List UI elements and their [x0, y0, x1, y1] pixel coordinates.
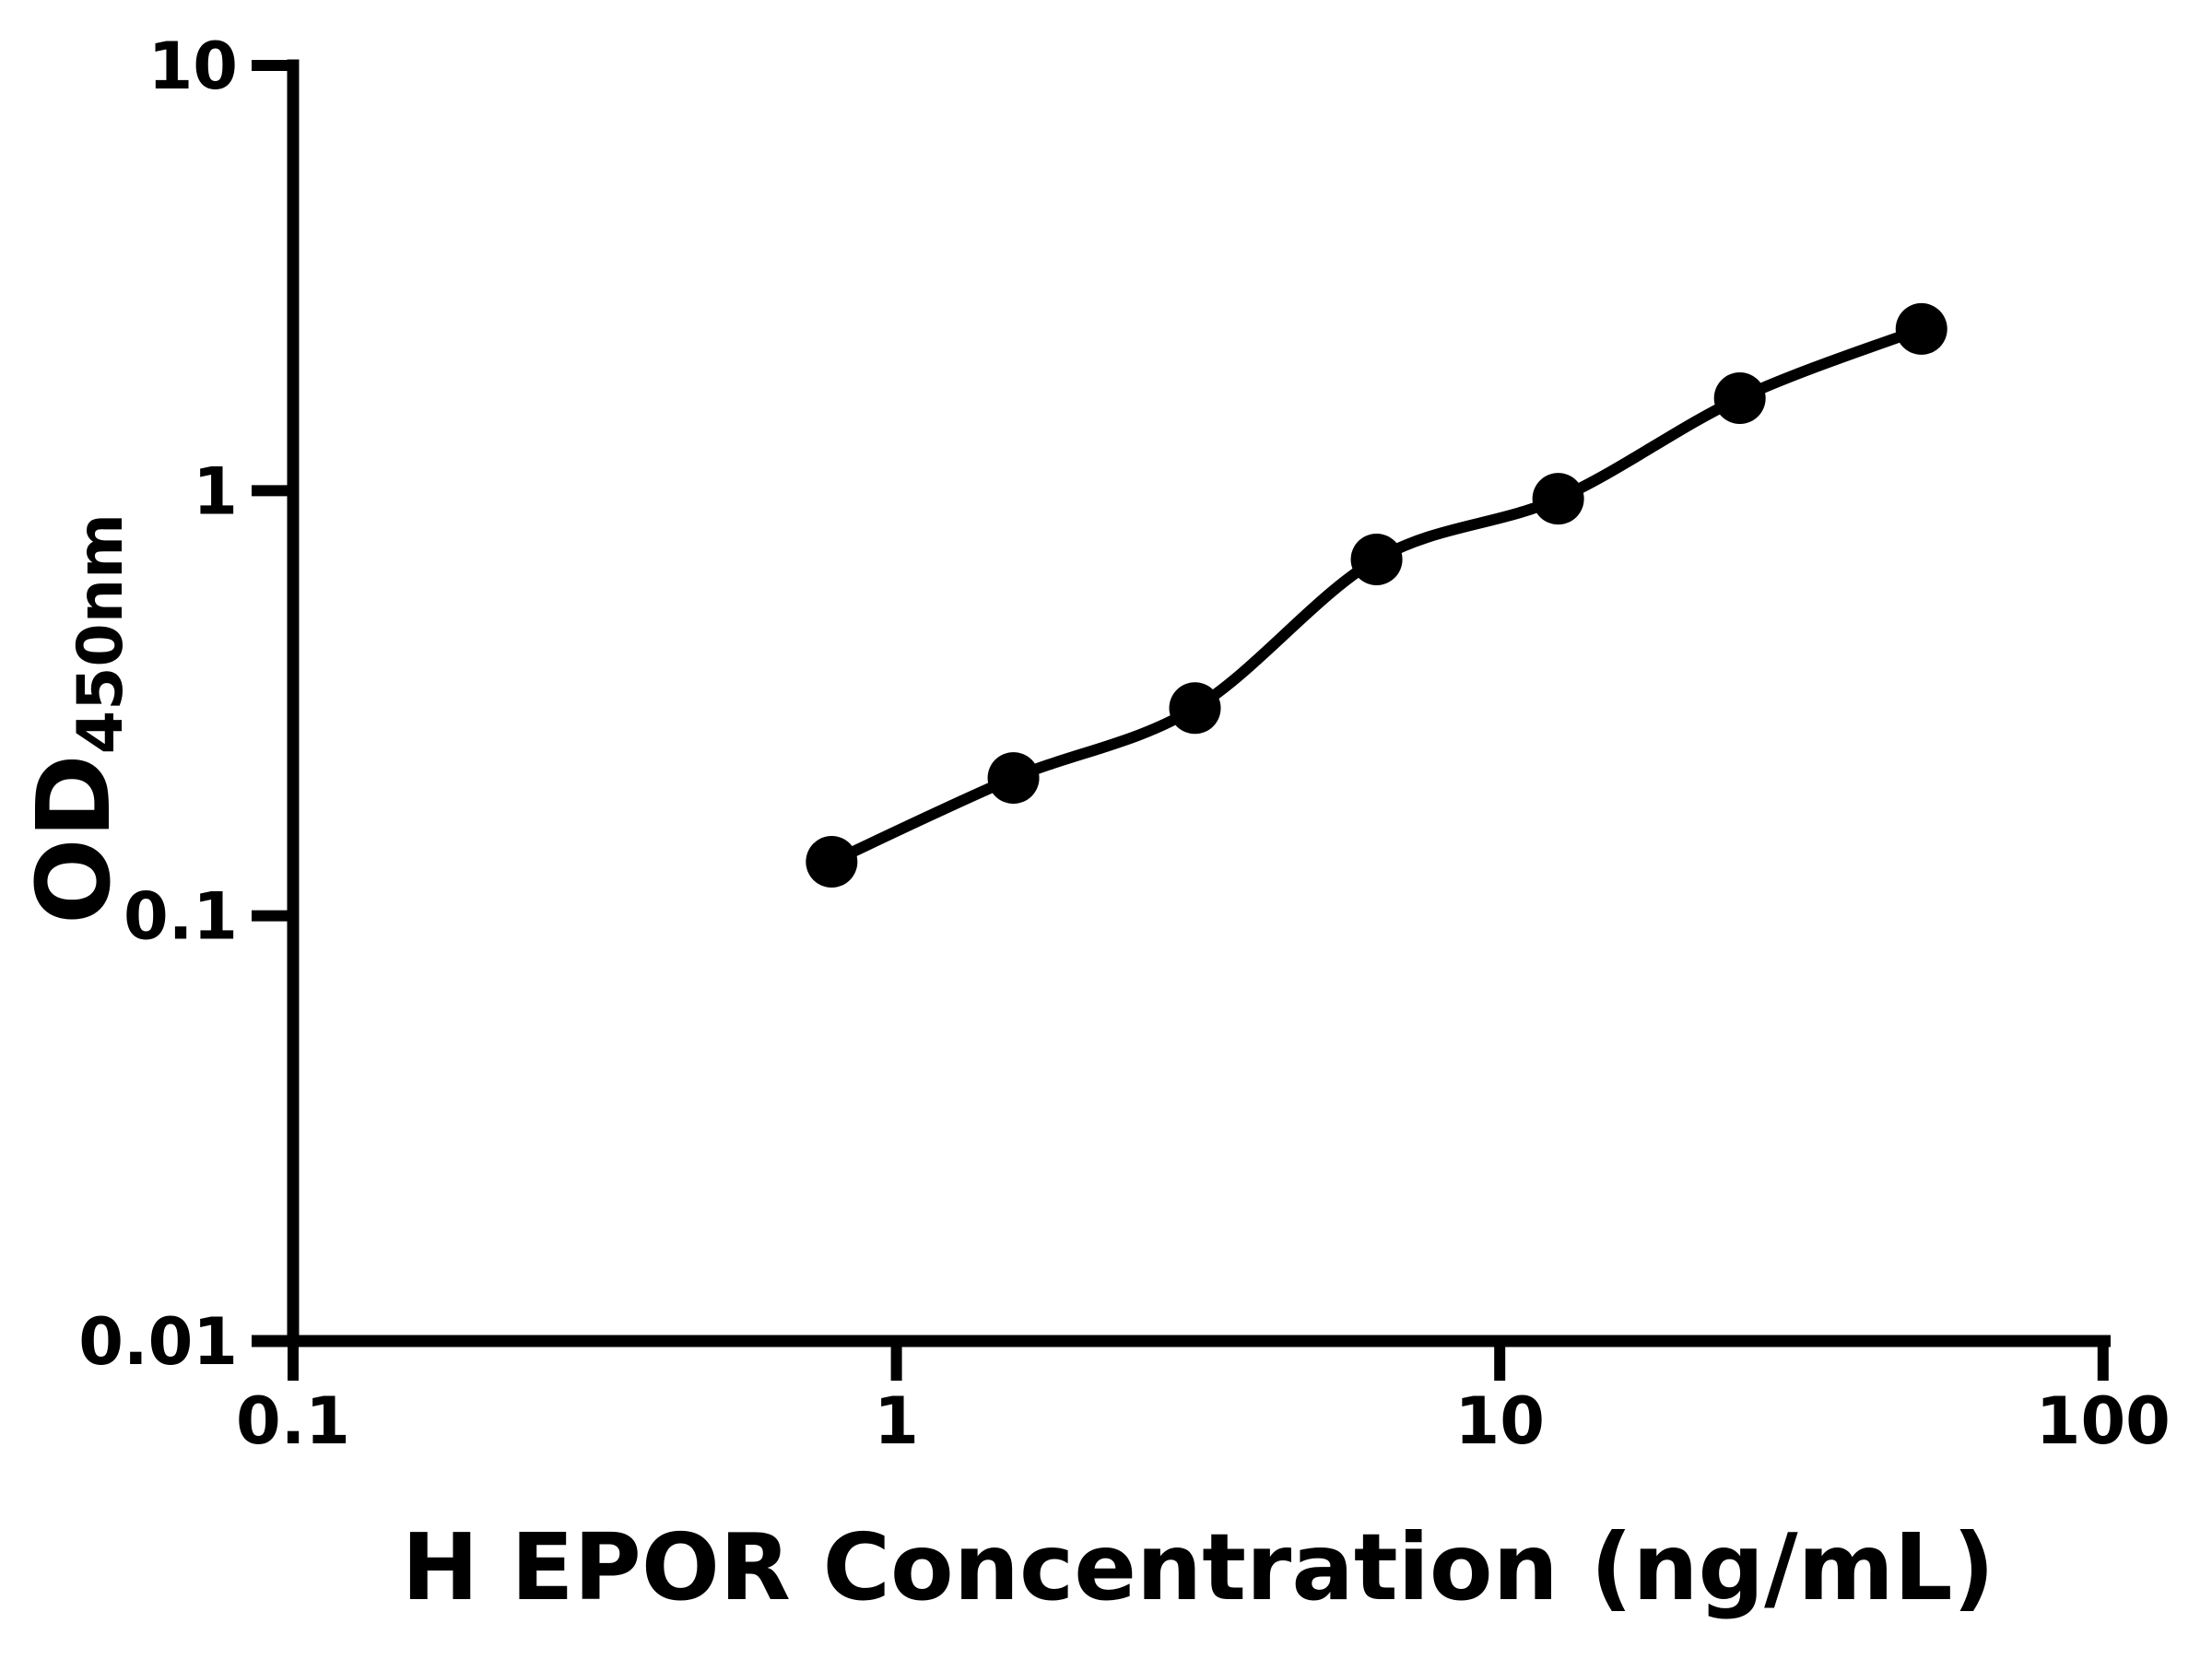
data-point: [1532, 473, 1584, 525]
y-tick-label: 0.1: [124, 879, 238, 955]
ticks-group: [252, 60, 2109, 1381]
x-tick-label: 1: [874, 1383, 919, 1459]
data-points-group: [806, 302, 1947, 888]
axes-group: [252, 59, 2111, 1347]
y-tick-label: 10: [148, 29, 238, 104]
data-point: [806, 836, 858, 888]
y-axis-title-subscript: 450nm: [65, 513, 137, 754]
y-tick-label: 1: [193, 453, 238, 529]
data-point: [1713, 372, 1766, 425]
data-point: [1350, 533, 1403, 585]
data-point: [987, 752, 1040, 805]
y-tick-label: 0.01: [78, 1304, 238, 1380]
x-tick-label: 100: [2036, 1383, 2171, 1459]
x-tick-label: 0.1: [236, 1383, 350, 1459]
y-axis-title-main: OD: [15, 754, 133, 924]
x-tick-label: 10: [1454, 1383, 1544, 1459]
data-point: [1895, 302, 1947, 355]
data-point: [1169, 682, 1221, 735]
y-axis-title: OD450nm: [15, 513, 137, 924]
x-axis-title: H EPOR Concentration (ng/mL): [402, 1513, 1995, 1621]
